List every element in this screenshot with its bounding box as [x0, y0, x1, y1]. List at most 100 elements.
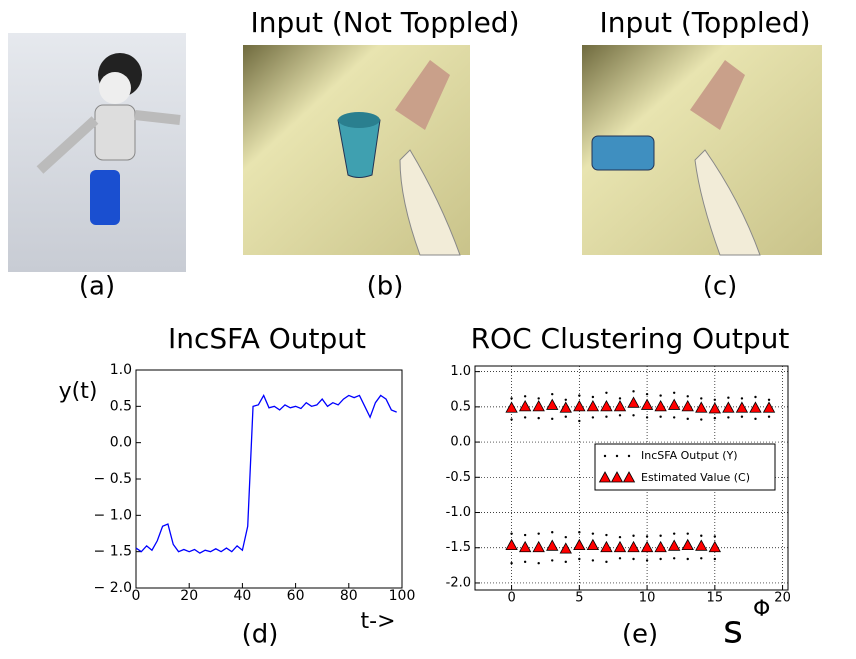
- output-point: [591, 532, 595, 535]
- x-tick-label: 60: [287, 588, 305, 604]
- estimated-point: [708, 540, 722, 553]
- estimated-point: [681, 538, 694, 551]
- output-point: [605, 391, 608, 394]
- chart-caption: (e): [622, 620, 658, 650]
- output-point: [713, 535, 717, 538]
- legend-marker: [610, 471, 624, 483]
- legend-marker: [615, 454, 619, 458]
- estimated-point: [559, 542, 572, 554]
- output-point: [632, 557, 635, 561]
- estimated-point: [708, 402, 722, 414]
- output-point: [618, 535, 622, 539]
- output-point: [523, 395, 527, 398]
- chart-caption: (d): [242, 620, 279, 650]
- output-point: [700, 557, 703, 560]
- x-axis-label: s: [723, 608, 743, 652]
- output-point: [523, 533, 527, 537]
- photo-robot: [8, 33, 186, 272]
- estimated-point: [573, 400, 586, 412]
- output-point: [767, 398, 771, 402]
- output-point: [727, 416, 730, 419]
- output-point: [645, 392, 649, 396]
- output-point: [537, 397, 540, 400]
- output-point: [659, 394, 662, 397]
- output-point: [686, 557, 689, 561]
- estimated-point: [573, 538, 586, 551]
- output-point: [551, 392, 554, 396]
- output-point: [591, 559, 595, 562]
- estimated-point: [654, 400, 667, 412]
- data-line: [135, 393, 397, 554]
- output-point: [632, 390, 635, 393]
- estimated-point: [695, 401, 708, 413]
- output-point: [727, 396, 730, 399]
- output-point: [564, 535, 567, 539]
- output-point: [537, 416, 540, 420]
- estimated-point: [505, 538, 518, 551]
- y-tick-label: 1.0: [110, 362, 132, 378]
- output-point: [672, 391, 676, 394]
- output-point: [767, 415, 771, 418]
- output-point: [659, 415, 662, 418]
- x-tick-label: 0: [132, 588, 141, 604]
- output-point: [686, 417, 689, 421]
- output-point: [591, 395, 595, 399]
- output-point: [537, 532, 540, 535]
- y-tick-label: 1.0: [450, 364, 471, 379]
- output-point: [605, 415, 608, 418]
- estimated-point: [586, 538, 600, 551]
- output-point: [713, 557, 717, 561]
- estimated-point: [695, 539, 708, 551]
- x-tick-label: 20: [180, 588, 198, 604]
- output-point: [510, 532, 513, 535]
- estimated-point: [627, 540, 640, 553]
- estimated-point: [654, 540, 667, 553]
- y-tick-label: -1.0: [446, 505, 471, 520]
- x-tick-label: 15: [707, 591, 724, 606]
- output-point: [672, 557, 676, 560]
- x-tick-label: 20: [774, 591, 791, 606]
- output-point: [686, 532, 689, 535]
- output-point: [740, 415, 744, 418]
- panel-title: Input (Toppled): [599, 6, 810, 39]
- y-tick-label: -0.5: [446, 470, 471, 485]
- panel-caption: (b): [367, 272, 404, 302]
- x-tick-label: 100: [389, 588, 416, 604]
- output-point: [591, 416, 595, 419]
- estimated-point: [532, 540, 545, 553]
- output-point: [578, 419, 581, 423]
- output-point: [523, 416, 527, 419]
- photo-toppled: [582, 45, 822, 256]
- output-point: [564, 398, 567, 402]
- output-point: [672, 532, 676, 535]
- output-point: [537, 562, 540, 565]
- output-point: [659, 557, 662, 561]
- output-point: [700, 397, 703, 400]
- legend-label: IncSFA Output (Y): [641, 449, 738, 462]
- output-point: [578, 394, 581, 397]
- output-point: [645, 559, 649, 562]
- estimated-point: [640, 398, 654, 410]
- estimated-point: [762, 401, 776, 413]
- estimated-point: [559, 401, 572, 413]
- output-point: [564, 560, 567, 564]
- estimated-point: [505, 401, 518, 413]
- output-point: [510, 397, 513, 400]
- output-point: [551, 559, 554, 562]
- y-tick-label: 0.5: [110, 398, 132, 414]
- y-tick-label: − 0.5: [94, 471, 132, 487]
- estimated-point: [546, 539, 559, 551]
- estimated-point: [586, 400, 600, 412]
- y-tick-label: − 1.0: [94, 507, 132, 523]
- output-point: [564, 415, 567, 418]
- estimated-point: [681, 400, 694, 412]
- estimated-point: [600, 400, 613, 412]
- y-tick-label: − 2.0: [94, 580, 132, 596]
- estimated-point: [640, 540, 654, 553]
- chart-title: IncSFA Output: [168, 322, 366, 355]
- estimated-point: [749, 401, 762, 413]
- output-point: [740, 397, 744, 400]
- estimated-point: [613, 400, 627, 412]
- output-point: [523, 560, 527, 564]
- photo-not-toppled: [243, 45, 470, 256]
